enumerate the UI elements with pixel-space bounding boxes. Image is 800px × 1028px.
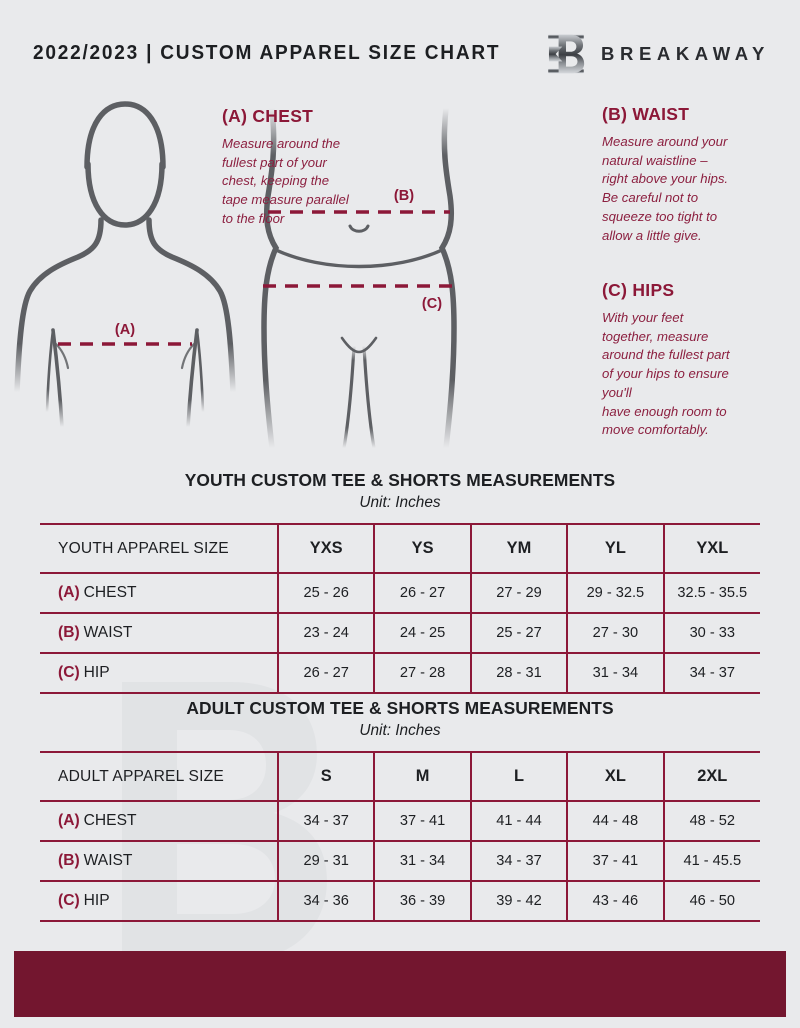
table-row: (A) CHEST 25 - 26 26 - 27 27 - 29 29 - 32…: [40, 572, 760, 614]
upper-body-torso-icon: (A): [14, 101, 236, 429]
row-mark: (C): [58, 664, 80, 681]
youth-chest-yl: 29 - 32.5: [566, 572, 665, 614]
adult-header-label: ADULT APPAREL SIZE: [40, 751, 279, 802]
adult-chest-s: 34 - 37: [276, 800, 376, 842]
brand-lockup: BREAKAWAY: [547, 34, 770, 74]
adult-chest-2xl: 48 - 52: [662, 800, 760, 842]
youth-size-header-3: YL: [566, 523, 665, 574]
svg-text:(C): (C): [422, 296, 442, 312]
adult-size-header-2: L: [469, 751, 569, 802]
table-header-row: ADULT APPAREL SIZE S M L XL 2XL: [40, 751, 760, 802]
adult-row-label-waist: (B) WAIST: [40, 840, 279, 882]
row-label-text: CHEST: [83, 584, 137, 601]
row-label-text: HIP: [83, 664, 110, 681]
row-mark: (B): [58, 624, 80, 641]
lower-body-hips-icon: (B) (C): [261, 105, 458, 451]
adult-hip-s: 34 - 36: [276, 880, 376, 922]
youth-waist-yxs: 23 - 24: [276, 612, 376, 654]
adult-chest-m: 37 - 41: [373, 800, 472, 842]
youth-hip-ym: 28 - 31: [469, 652, 569, 694]
youth-size-header-4: YXL: [662, 523, 760, 574]
callout-chest: (A) CHEST Measure around the fullest par…: [222, 106, 412, 229]
adult-waist-s: 29 - 31: [276, 840, 376, 882]
youth-hip-yl: 31 - 34: [566, 652, 665, 694]
breakaway-b-monogram-icon: [548, 34, 585, 74]
adult-hip-2xl: 46 - 50: [662, 880, 760, 922]
callout-hips-body: With your feet together, measure around …: [602, 310, 730, 438]
callout-chest-body: Measure around the fullest part of your …: [222, 136, 349, 226]
row-mark: (A): [58, 812, 80, 829]
callout-chest-title: (A) CHEST: [222, 106, 314, 126]
youth-hip-ys: 27 - 28: [373, 652, 472, 694]
adult-size-header-1: M: [373, 751, 472, 802]
youth-hip-yxs: 26 - 27: [276, 652, 376, 694]
youth-waist-ym: 25 - 27: [469, 612, 569, 654]
svg-text:(B): (B): [394, 188, 414, 204]
youth-table-unit: Unit: Inches: [359, 494, 441, 511]
youth-row-label-hip: (C) HIP: [40, 652, 279, 694]
bottom-banner: [14, 951, 786, 1017]
row-mark: (C): [58, 892, 80, 909]
adult-hip-m: 36 - 39: [373, 880, 472, 922]
adult-table-block: ADULT CUSTOM TEE & SHORTS MEASUREMENTS U…: [0, 698, 800, 922]
youth-waist-yxl: 30 - 33: [662, 612, 760, 654]
row-mark: (B): [58, 852, 80, 869]
adult-waist-l: 34 - 37: [469, 840, 569, 882]
adult-table-unit: Unit: Inches: [359, 722, 441, 739]
row-label-text: HIP: [83, 892, 110, 909]
youth-chest-ys: 26 - 27: [373, 572, 472, 614]
adult-size-table: ADULT APPAREL SIZE S M L XL 2XL (A) CHEST…: [40, 751, 760, 922]
youth-chest-ym: 27 - 29: [469, 572, 569, 614]
youth-header-label: YOUTH APPAREL SIZE: [40, 523, 279, 574]
row-label-text: WAIST: [83, 852, 133, 869]
youth-waist-ys: 24 - 25: [373, 612, 472, 654]
adult-size-header-4: 2XL: [662, 751, 760, 802]
youth-size-header-2: YM: [469, 523, 569, 574]
table-row: (B) WAIST 23 - 24 24 - 25 25 - 27 27 - 30…: [40, 612, 760, 654]
youth-chest-yxl: 32.5 - 35.5: [662, 572, 760, 614]
adult-hip-l: 39 - 42: [469, 880, 569, 922]
youth-row-label-waist: (B) WAIST: [40, 612, 279, 654]
brand-name: BREAKAWAY: [601, 43, 770, 64]
row-label-text: CHEST: [83, 812, 137, 829]
page-header: 2022/2023 | CUSTOM APPAREL SIZE CHART BR…: [0, 0, 800, 92]
youth-size-header-1: YS: [373, 523, 472, 574]
adult-chest-l: 41 - 44: [469, 800, 569, 842]
table-header-row: YOUTH APPAREL SIZE YXS YS YM YL YXL: [40, 523, 760, 574]
table-row: (C) HIP 26 - 27 27 - 28 28 - 31 31 - 34 3…: [40, 652, 760, 694]
callout-waist-body: Measure around your natural waistline – …: [602, 134, 729, 243]
adult-hip-xl: 43 - 46: [566, 880, 665, 922]
adult-size-header-3: XL: [566, 751, 665, 802]
table-row: (B) WAIST 29 - 31 31 - 34 34 - 37 37 - 41…: [40, 840, 760, 882]
page-title: 2022/2023 | CUSTOM APPAREL SIZE CHART: [33, 41, 501, 64]
callout-hips: (C) HIPS With your feet together, measur…: [602, 280, 792, 440]
youth-hip-yxl: 34 - 37: [662, 652, 760, 694]
measurement-figures: (A) (B): [0, 92, 800, 462]
youth-row-label-chest: (A) CHEST: [40, 572, 279, 614]
adult-waist-m: 31 - 34: [373, 840, 472, 882]
youth-size-table: YOUTH APPAREL SIZE YXS YS YM YL YXL (A) C…: [40, 523, 760, 694]
svg-text:(A): (A): [115, 322, 135, 338]
youth-waist-yl: 27 - 30: [566, 612, 665, 654]
adult-chest-xl: 44 - 48: [566, 800, 665, 842]
adult-waist-xl: 37 - 41: [566, 840, 665, 882]
table-row: (C) HIP 34 - 36 36 - 39 39 - 42 43 - 46 4…: [40, 880, 760, 922]
callout-waist-title: (B) WAIST: [602, 104, 690, 124]
adult-row-label-chest: (A) CHEST: [40, 800, 279, 842]
adult-waist-2xl: 41 - 45.5: [662, 840, 760, 882]
adult-size-header-0: S: [276, 751, 376, 802]
youth-table-title: YOUTH CUSTOM TEE & SHORTS MEASUREMENTS: [184, 470, 616, 490]
row-mark: (A): [58, 584, 80, 601]
youth-chest-yxs: 25 - 26: [276, 572, 376, 614]
adult-row-label-hip: (C) HIP: [40, 880, 279, 922]
callout-waist: (B) WAIST Measure around your natural wa…: [602, 104, 792, 245]
callout-hips-title: (C) HIPS: [602, 280, 675, 300]
youth-size-header-0: YXS: [276, 523, 376, 574]
adult-table-title: ADULT CUSTOM TEE & SHORTS MEASUREMENTS: [186, 698, 614, 718]
youth-table-block: YOUTH CUSTOM TEE & SHORTS MEASUREMENTS U…: [0, 470, 800, 694]
table-row: (A) CHEST 34 - 37 37 - 41 41 - 44 44 - 48…: [40, 800, 760, 842]
row-label-text: WAIST: [83, 624, 133, 641]
